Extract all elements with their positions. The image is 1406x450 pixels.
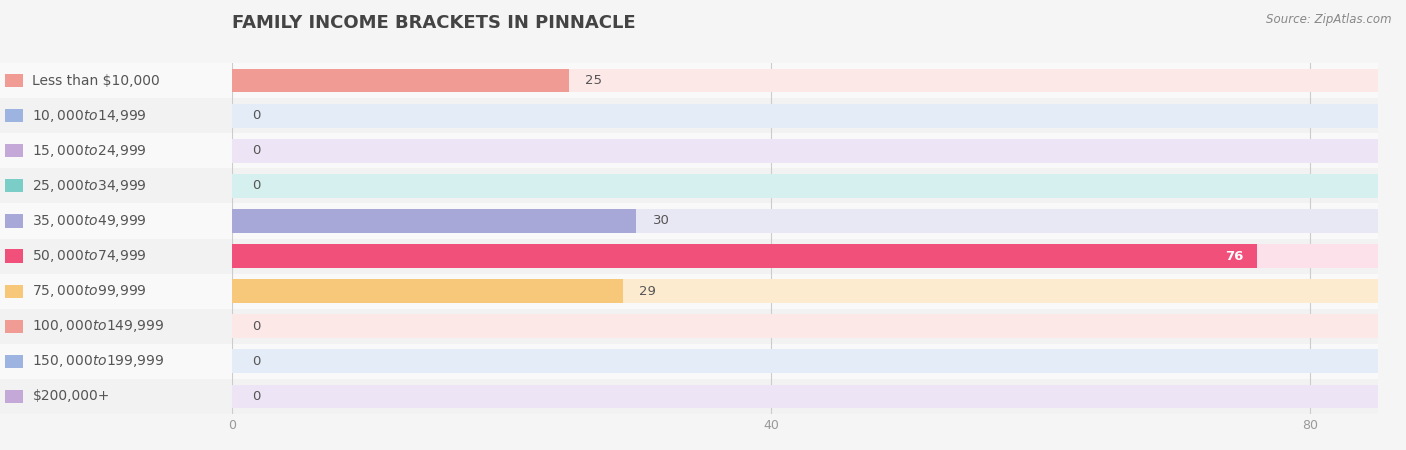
Text: 76: 76 (1225, 250, 1243, 262)
Bar (4, 249, 22, 263)
Bar (0, 274, 232, 309)
Bar (232, 244, 1378, 268)
Bar (0, 63, 232, 98)
Bar (4, 74, 22, 87)
Text: $10,000 to $14,999: $10,000 to $14,999 (32, 108, 148, 124)
Bar (232, 279, 623, 303)
Bar (232, 309, 1378, 344)
Bar (232, 349, 1378, 373)
Text: 29: 29 (640, 285, 657, 297)
Text: $15,000 to $24,999: $15,000 to $24,999 (32, 143, 148, 159)
Bar (0, 98, 232, 133)
Bar (232, 104, 1378, 128)
Bar (4, 144, 22, 158)
Bar (4, 284, 22, 298)
Bar (4, 179, 22, 193)
Text: $25,000 to $34,999: $25,000 to $34,999 (32, 178, 148, 194)
Bar (232, 98, 1378, 133)
Text: $200,000+: $200,000+ (32, 389, 110, 404)
Bar (0, 344, 232, 379)
Bar (232, 209, 1378, 233)
Bar (232, 314, 1378, 338)
Bar (4, 320, 22, 333)
Text: FAMILY INCOME BRACKETS IN PINNACLE: FAMILY INCOME BRACKETS IN PINNACLE (232, 14, 636, 32)
Bar (232, 279, 1378, 303)
Bar (232, 238, 1378, 274)
Bar (232, 68, 1378, 93)
Bar (4, 214, 22, 228)
Text: 0: 0 (252, 144, 260, 157)
Bar (0, 238, 232, 274)
Bar (232, 344, 1378, 379)
Text: $50,000 to $74,999: $50,000 to $74,999 (32, 248, 148, 264)
Bar (232, 63, 1378, 98)
Text: 0: 0 (252, 390, 260, 403)
Bar (232, 274, 1378, 309)
Text: Less than $10,000: Less than $10,000 (32, 73, 160, 88)
Bar (232, 379, 1378, 414)
Text: $75,000 to $99,999: $75,000 to $99,999 (32, 283, 148, 299)
Bar (0, 379, 232, 414)
Text: 0: 0 (252, 109, 260, 122)
Bar (232, 133, 1378, 168)
Bar (4, 109, 22, 122)
Bar (0, 203, 232, 238)
Bar (0, 309, 232, 344)
Bar (232, 244, 1257, 268)
Text: $100,000 to $149,999: $100,000 to $149,999 (32, 318, 165, 334)
Bar (232, 68, 569, 93)
Text: 30: 30 (652, 215, 669, 227)
Text: Source: ZipAtlas.com: Source: ZipAtlas.com (1267, 14, 1392, 27)
Bar (232, 203, 1378, 238)
Text: 25: 25 (585, 74, 602, 87)
Bar (4, 355, 22, 368)
Text: $35,000 to $49,999: $35,000 to $49,999 (32, 213, 148, 229)
Bar (232, 384, 1378, 409)
Bar (0, 168, 232, 203)
Text: 0: 0 (252, 180, 260, 192)
Bar (232, 139, 1378, 163)
Text: $150,000 to $199,999: $150,000 to $199,999 (32, 353, 165, 369)
Text: 0: 0 (252, 320, 260, 333)
Bar (4, 390, 22, 403)
Bar (232, 174, 1378, 198)
Bar (0, 133, 232, 168)
Bar (232, 168, 1378, 203)
Bar (232, 209, 637, 233)
Text: 0: 0 (252, 355, 260, 368)
